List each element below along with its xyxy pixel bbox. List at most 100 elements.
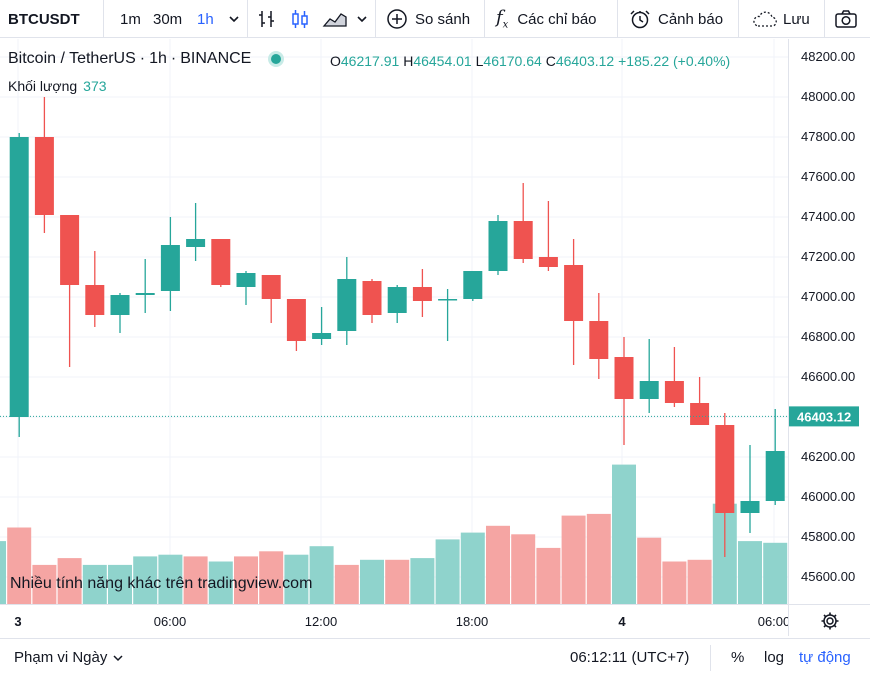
volume-bar	[511, 534, 536, 604]
interval-dropdown[interactable]	[228, 0, 240, 38]
candle	[715, 413, 735, 557]
high-label: H	[403, 53, 414, 69]
volume-bar	[82, 564, 107, 604]
volume-bar	[0, 541, 6, 604]
close-value: 46403.12	[555, 53, 615, 69]
candle-body	[387, 287, 407, 313]
time-tick-label: 12:00	[305, 614, 338, 629]
candle-body	[110, 295, 130, 315]
time-axis-scale: 3 06:00 12:00 18:00 4 06:00	[14, 614, 790, 629]
candle-body	[463, 271, 483, 299]
volume-bar	[561, 515, 586, 604]
open-value: 46217.91	[340, 53, 400, 69]
percent-scale-toggle[interactable]: %	[731, 649, 745, 666]
bar-chart-icon	[259, 11, 274, 27]
candle	[236, 271, 256, 305]
candle	[412, 269, 432, 317]
candle-body	[412, 287, 432, 301]
symbol-search[interactable]: BTCUSDT	[8, 10, 80, 28]
price-tick-label: 47800.00	[801, 129, 855, 144]
chart-pane[interactable]	[0, 39, 788, 604]
candle	[286, 299, 306, 351]
candle	[135, 259, 155, 313]
volume-legend: Khối lượng 373	[8, 78, 107, 94]
area-style-button[interactable]	[322, 0, 348, 38]
candlestick-chart[interactable]	[0, 39, 788, 604]
candle	[85, 251, 105, 327]
price-tick-label: 48000.00	[801, 89, 855, 104]
candle-body	[438, 299, 458, 301]
candle	[664, 347, 684, 407]
timezone-clock[interactable]: 06:12:11 (UTC+7)	[570, 649, 690, 666]
candle-body	[286, 299, 306, 341]
candle-body	[639, 381, 659, 399]
candle	[463, 271, 483, 301]
candle	[488, 215, 508, 275]
price-axis[interactable]: 48200.00 48000.00 47800.00 47600.00 47400.00…	[788, 39, 870, 604]
volume-bar	[687, 559, 712, 604]
date-range-label: Phạm vi Ngày	[14, 649, 108, 666]
log-scale-toggle[interactable]: log	[764, 649, 785, 666]
volume-bar	[435, 539, 460, 604]
volume-bar	[460, 532, 485, 604]
alerts-button[interactable]: Cảnh báo	[628, 0, 723, 38]
candle-body	[261, 275, 281, 299]
chart-style-dropdown[interactable]	[356, 0, 368, 38]
save-button[interactable]: Lưu	[751, 0, 810, 38]
screenshot-button[interactable]	[834, 0, 858, 38]
chevron-down-icon	[113, 654, 123, 661]
candle-body	[740, 501, 760, 513]
candle-body	[186, 239, 206, 247]
compare-label: So sánh	[415, 10, 471, 28]
volume-bar	[385, 559, 410, 604]
candle-body	[538, 257, 558, 267]
candle	[9, 133, 29, 437]
date-range-button[interactable]: Phạm vi Ngày	[14, 649, 124, 666]
interval-30m[interactable]: 30m	[153, 10, 183, 28]
save-label: Lưu	[783, 10, 810, 28]
area-chart-icon	[322, 13, 347, 27]
bottom-divider	[710, 645, 711, 671]
time-tick-label: 06:00	[758, 614, 788, 629]
symbol-legend: Bitcoin / TetherUS · 1h · BINANCE	[8, 50, 282, 68]
gear-icon	[821, 612, 838, 629]
candle	[34, 97, 54, 233]
volume-bar	[183, 556, 208, 604]
legend-separator: ·	[170, 50, 177, 67]
toolbar-divider	[738, 0, 739, 38]
interval-1m[interactable]: 1m	[120, 10, 141, 28]
price-tick-label: 46800.00	[801, 329, 855, 344]
chart-settings-button[interactable]	[788, 604, 870, 636]
tradingview-watermark[interactable]: Nhiều tính năng khác trên tradingview.co…	[10, 575, 313, 592]
candle	[614, 337, 634, 445]
toolbar-divider	[824, 0, 825, 38]
candle-body	[362, 281, 382, 315]
toolbar-divider	[375, 0, 376, 38]
candles-style-button[interactable]	[289, 0, 311, 38]
toolbar-divider	[103, 0, 104, 38]
candle-body	[564, 265, 584, 321]
market-status-dot[interactable]	[271, 54, 282, 64]
time-tick-label: 06:00	[154, 614, 187, 629]
candle	[765, 409, 785, 505]
volume-bar	[662, 561, 687, 604]
candle-body	[60, 215, 80, 285]
candle-body	[236, 273, 256, 287]
compare-button[interactable]: So sánh	[386, 0, 470, 38]
indicators-button[interactable]: fx Các chỉ báo	[496, 0, 597, 38]
candle-body	[34, 137, 54, 215]
candle	[564, 239, 584, 365]
indicators-label: Các chỉ báo	[517, 10, 597, 28]
price-tick-label: 47000.00	[801, 289, 855, 304]
volume-bar	[133, 556, 158, 604]
candle-body	[337, 279, 357, 331]
volume-bar	[108, 564, 132, 604]
interval-1h[interactable]: 1h	[197, 10, 214, 28]
auto-scale-toggle[interactable]: tự động	[799, 649, 851, 666]
volume-bar	[259, 551, 284, 604]
volume-bar	[7, 527, 32, 604]
bar-style-button[interactable]	[256, 0, 278, 38]
candle	[538, 201, 558, 271]
time-axis[interactable]: 3 06:00 12:00 18:00 4 06:00	[0, 604, 790, 636]
chevron-down-icon	[357, 16, 367, 23]
